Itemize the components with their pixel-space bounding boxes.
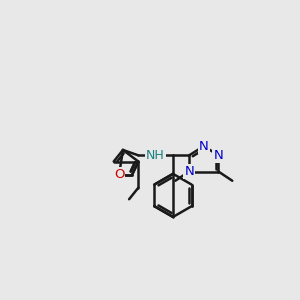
Text: NH: NH xyxy=(146,149,165,162)
Text: N: N xyxy=(199,140,209,153)
Text: N: N xyxy=(214,149,223,162)
Text: O: O xyxy=(114,168,124,181)
Text: N: N xyxy=(184,165,194,178)
